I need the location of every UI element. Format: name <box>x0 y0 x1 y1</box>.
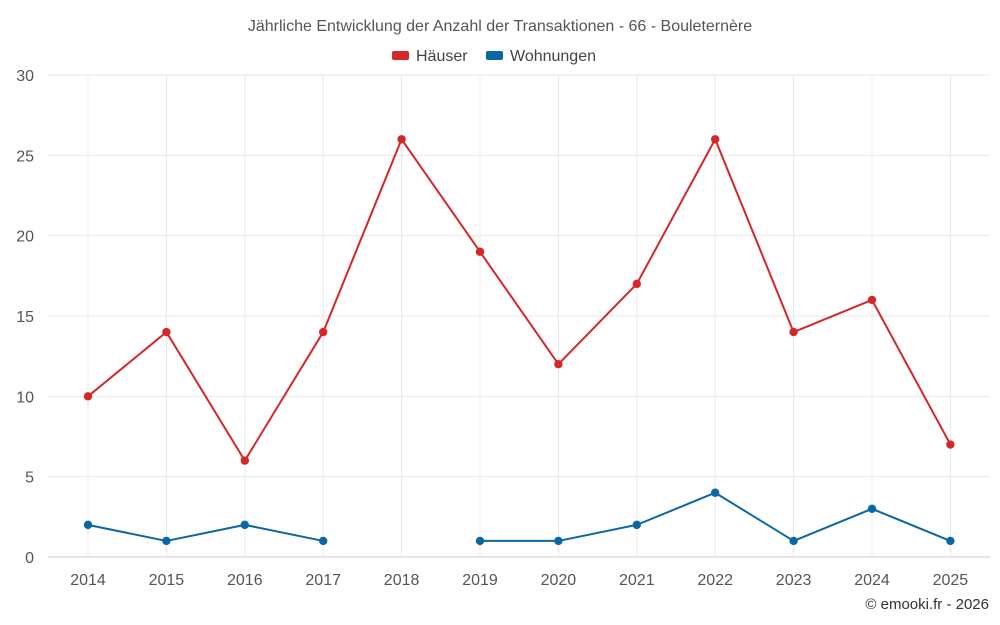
data-point[interactable] <box>789 536 798 546</box>
legend-item-wohnungen[interactable]: Wohnungen <box>486 48 596 65</box>
y-tick-label: 25 <box>16 148 34 165</box>
data-point[interactable] <box>475 247 485 256</box>
data-point[interactable] <box>867 295 877 305</box>
legend-label-haeuser: Häuser <box>416 48 468 65</box>
data-point[interactable] <box>397 135 406 144</box>
y-tick-label: 20 <box>16 229 34 246</box>
data-point[interactable] <box>554 536 563 546</box>
legend-swatch-wohnungen <box>486 51 503 60</box>
series-haeuser <box>83 135 955 465</box>
x-tick-label: 2025 <box>933 572 969 589</box>
y-tick-label: 10 <box>16 389 34 406</box>
data-point[interactable] <box>632 279 641 289</box>
series-wohnungen <box>83 488 955 546</box>
x-tick-label: 2016 <box>227 572 263 589</box>
y-tick-label: 15 <box>16 309 34 326</box>
x-tick-label: 2023 <box>776 572 812 589</box>
data-point[interactable] <box>554 360 563 369</box>
data-point[interactable] <box>162 327 171 337</box>
data-point[interactable] <box>946 440 955 449</box>
series-group <box>83 135 955 546</box>
series-line <box>87 138 952 462</box>
legend: Häuser Wohnungen <box>392 48 596 65</box>
y-axis: 0 5 10 15 20 25 30 <box>16 68 34 567</box>
y-tick-label: 30 <box>16 68 34 85</box>
x-tick-label: 2018 <box>384 572 420 589</box>
y-tick-label: 5 <box>25 470 34 487</box>
x-tick-label: 2020 <box>541 572 577 589</box>
x-tick-label: 2024 <box>854 572 890 589</box>
series-line <box>87 523 324 542</box>
legend-item-haeuser[interactable]: Häuser <box>392 48 468 65</box>
data-point[interactable] <box>475 536 485 546</box>
data-point[interactable] <box>946 536 955 546</box>
x-tick-label: 2014 <box>70 572 106 589</box>
legend-label-wohnungen: Wohnungen <box>510 48 596 65</box>
chart-title: Jährliche Entwicklung der Anzahl der Tra… <box>248 18 752 35</box>
data-point[interactable] <box>319 536 328 546</box>
gridlines <box>48 74 990 558</box>
legend-swatch-haeuser <box>392 51 409 60</box>
x-tick-label: 2021 <box>619 572 655 589</box>
data-point[interactable] <box>83 520 93 530</box>
data-point[interactable] <box>632 520 641 530</box>
x-tick-label: 2022 <box>697 572 733 589</box>
data-point[interactable] <box>240 520 249 530</box>
data-point[interactable] <box>83 392 93 401</box>
y-tick-label: 0 <box>25 550 34 567</box>
x-tick-label: 2019 <box>462 572 498 589</box>
data-point[interactable] <box>319 327 328 337</box>
data-point[interactable] <box>711 488 720 497</box>
data-point[interactable] <box>162 536 171 546</box>
data-point[interactable] <box>711 135 720 144</box>
data-point[interactable] <box>867 504 877 513</box>
data-point[interactable] <box>789 327 798 337</box>
data-point[interactable] <box>240 456 249 465</box>
x-tick-label: 2017 <box>305 572 341 589</box>
x-tick-label: 2015 <box>149 572 185 589</box>
x-axis: 2014 2015 2016 2017 2018 2019 2020 2021 2022 2023… <box>70 572 968 589</box>
credit-text: © emooki.fr - 2026 <box>865 596 989 613</box>
